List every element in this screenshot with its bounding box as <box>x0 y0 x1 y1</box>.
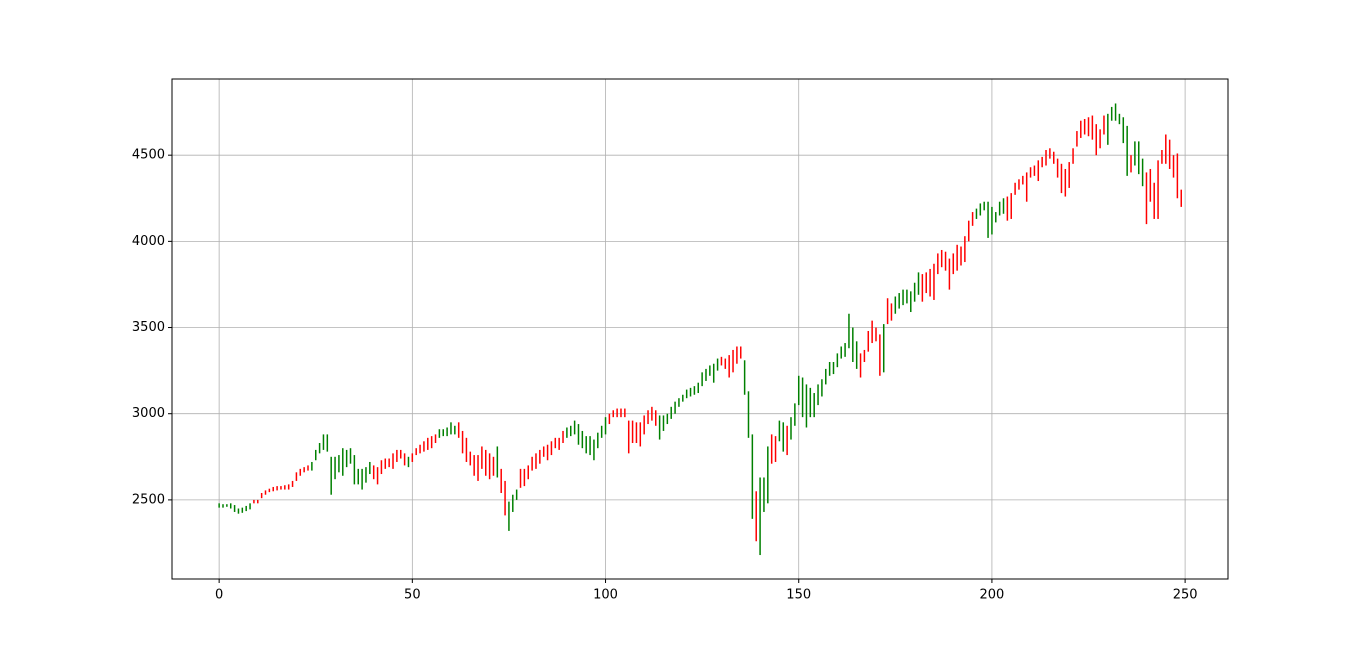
grid <box>172 79 1228 579</box>
x-tick-label: 250 <box>1173 588 1198 603</box>
x-tick-label: 0 <box>215 588 223 603</box>
axes-frame <box>171 78 1229 580</box>
y-tick-label: 3500 <box>132 320 165 335</box>
y-tick-label: 4000 <box>132 234 165 249</box>
y-tick-label: 3000 <box>132 406 165 421</box>
ticks: 0 50 100 150 200 250 2500 3000 3500 4000 4500 <box>132 148 1198 603</box>
plot-area <box>218 103 1182 556</box>
x-tick-label: 100 <box>593 588 618 603</box>
x-tick-label: 50 <box>404 588 421 603</box>
x-tick-label: 150 <box>786 588 811 603</box>
y-tick-label: 2500 <box>132 492 165 507</box>
x-tick-label: 200 <box>980 588 1005 603</box>
y-tick-label: 4500 <box>132 148 165 163</box>
